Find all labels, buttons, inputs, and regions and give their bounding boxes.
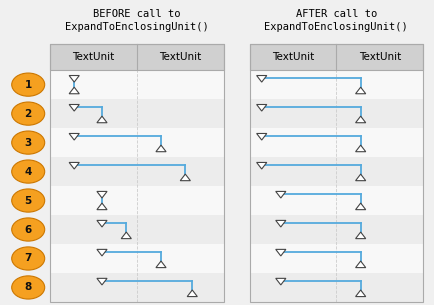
Polygon shape — [69, 76, 79, 82]
Circle shape — [12, 131, 45, 154]
Bar — [250, 99, 423, 128]
Polygon shape — [256, 163, 267, 169]
Bar — [50, 99, 224, 128]
Text: BEFORE call to
ExpandToEnclosingUnit(): BEFORE call to ExpandToEnclosingUnit() — [65, 9, 209, 32]
Polygon shape — [256, 105, 267, 111]
Bar — [50, 186, 224, 215]
Bar — [250, 44, 423, 302]
Text: 1: 1 — [25, 80, 32, 90]
Polygon shape — [355, 87, 366, 94]
Polygon shape — [97, 278, 107, 285]
Polygon shape — [121, 232, 132, 239]
Bar — [50, 273, 224, 302]
Circle shape — [12, 102, 45, 125]
Polygon shape — [355, 116, 366, 123]
Polygon shape — [97, 203, 107, 210]
Bar — [250, 128, 423, 157]
Bar — [250, 44, 423, 70]
Text: AFTER call to
ExpandToEnclosingUnit(): AFTER call to ExpandToEnclosingUnit() — [264, 9, 408, 32]
Polygon shape — [97, 116, 107, 123]
Text: TextUnit: TextUnit — [159, 52, 201, 62]
Circle shape — [12, 218, 45, 241]
Polygon shape — [69, 163, 79, 169]
Bar — [50, 70, 224, 99]
Polygon shape — [355, 232, 366, 239]
Polygon shape — [355, 145, 366, 152]
Bar — [250, 215, 423, 244]
Bar — [250, 70, 423, 99]
Bar — [250, 273, 423, 302]
Bar — [250, 157, 423, 186]
Bar — [50, 215, 224, 244]
Polygon shape — [97, 249, 107, 256]
Polygon shape — [69, 105, 79, 111]
Text: 3: 3 — [25, 138, 32, 148]
Polygon shape — [256, 134, 267, 140]
Polygon shape — [355, 174, 366, 181]
Bar — [50, 157, 224, 186]
Text: TextUnit: TextUnit — [72, 52, 115, 62]
Text: 2: 2 — [25, 109, 32, 119]
Polygon shape — [355, 261, 366, 267]
Text: 5: 5 — [25, 196, 32, 206]
Bar — [50, 244, 224, 273]
Text: TextUnit: TextUnit — [272, 52, 314, 62]
Circle shape — [12, 73, 45, 96]
Polygon shape — [276, 192, 286, 198]
Polygon shape — [69, 87, 79, 94]
Circle shape — [12, 160, 45, 183]
Polygon shape — [69, 134, 79, 140]
Text: 6: 6 — [25, 224, 32, 235]
Polygon shape — [180, 174, 191, 181]
Bar — [250, 186, 423, 215]
Polygon shape — [97, 192, 107, 198]
Polygon shape — [276, 221, 286, 227]
Text: 8: 8 — [25, 282, 32, 292]
Bar — [250, 244, 423, 273]
Bar — [50, 128, 224, 157]
Polygon shape — [97, 221, 107, 227]
Polygon shape — [156, 145, 166, 152]
Circle shape — [12, 189, 45, 212]
Circle shape — [12, 247, 45, 270]
Polygon shape — [187, 290, 197, 296]
Text: TextUnit: TextUnit — [358, 52, 401, 62]
Polygon shape — [276, 278, 286, 285]
Polygon shape — [355, 290, 366, 296]
Polygon shape — [256, 76, 267, 82]
Text: 7: 7 — [25, 253, 32, 264]
Polygon shape — [156, 261, 166, 267]
Text: 4: 4 — [25, 167, 32, 177]
Polygon shape — [355, 203, 366, 210]
Bar — [50, 44, 224, 302]
Bar — [50, 44, 224, 70]
Polygon shape — [276, 249, 286, 256]
Circle shape — [12, 276, 45, 299]
